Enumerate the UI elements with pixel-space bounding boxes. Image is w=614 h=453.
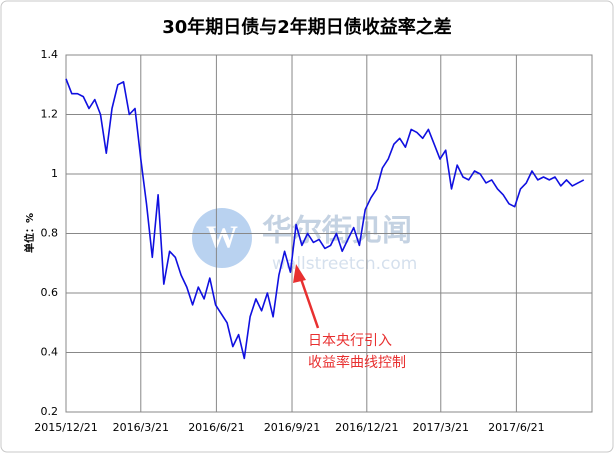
x-tick-label: 2016/12/21 <box>335 421 398 434</box>
watermark-name: 华尔街见闻 <box>262 214 412 249</box>
y-axis-label: 单位：% <box>23 213 36 253</box>
watermark-logo-letter: W <box>206 218 238 254</box>
y-tick-label: 0.2 <box>41 405 59 418</box>
watermark: W 华尔街见闻 wallstreetcn.com <box>192 208 417 274</box>
x-tick-label: 2017/3/21 <box>413 421 469 434</box>
y-tick-label: 0.6 <box>41 286 59 299</box>
y-tick-label: 0.4 <box>41 346 59 359</box>
x-tick-label: 2016/9/21 <box>264 421 320 434</box>
annotation-arrow <box>298 275 320 329</box>
watermark-logo <box>192 208 252 268</box>
data-line <box>65 78 585 360</box>
y-tick-label: 1 <box>51 167 58 180</box>
chart-title: 30年期日债与2年期日债收益率之差 <box>162 16 452 38</box>
x-tick-label: 2015/12/21 <box>34 421 97 434</box>
y-tick-label: 1.2 <box>41 108 59 121</box>
annotation-text: 日本央行引入 <box>308 333 392 349</box>
y-tick-label: 0.8 <box>41 227 59 240</box>
x-tick-label: 2016/6/21 <box>188 421 244 434</box>
x-tick-label: 2016/3/21 <box>113 421 169 434</box>
annotation-text: 收益率曲线控制 <box>308 354 406 371</box>
y-tick-label: 1.4 <box>41 48 59 61</box>
x-tick-label: 2017/6/21 <box>488 421 544 434</box>
annotation-arrowhead <box>293 264 306 283</box>
watermark-url: wallstreetcn.com <box>272 254 417 274</box>
